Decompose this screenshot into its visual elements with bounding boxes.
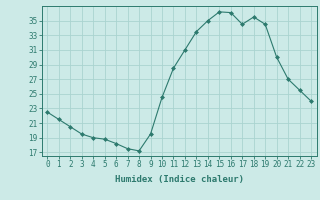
- X-axis label: Humidex (Indice chaleur): Humidex (Indice chaleur): [115, 175, 244, 184]
